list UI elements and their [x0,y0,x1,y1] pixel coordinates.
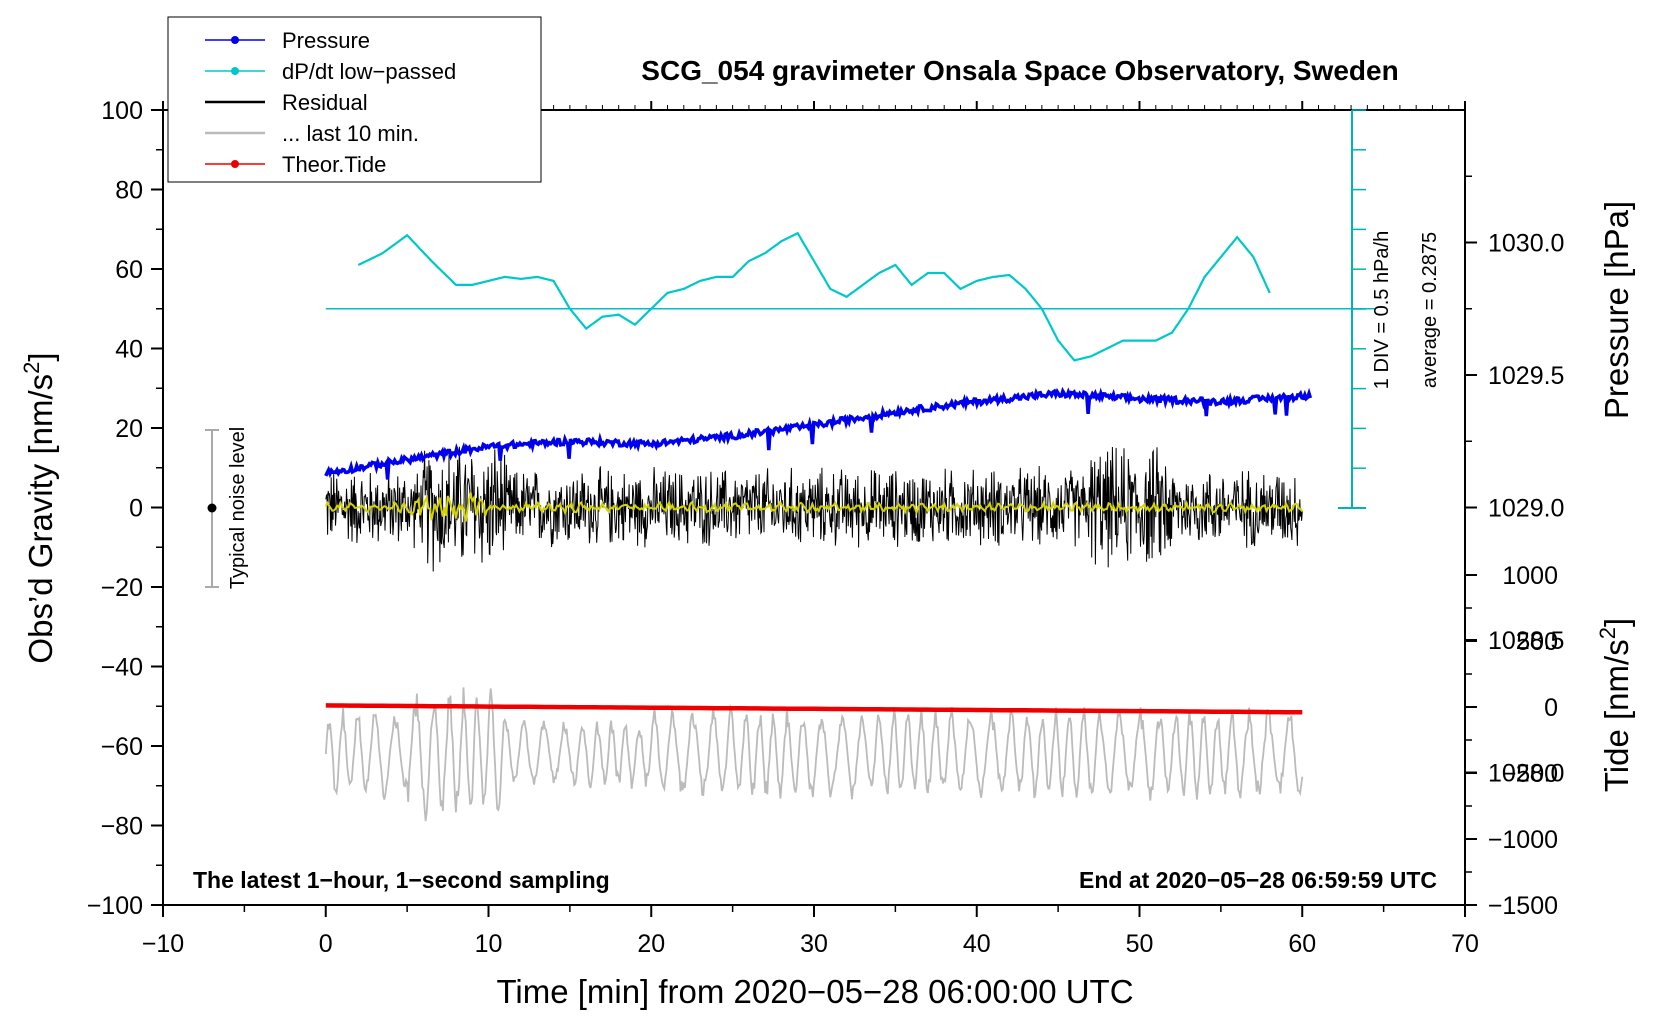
tide-tick-label: −1500 [1488,892,1558,920]
chart-title: SCG_054 gravimeter Onsala Space Observat… [641,55,1398,86]
tide-tick-label: −1000 [1488,826,1558,854]
tide-tick-label: 500 [1516,628,1558,656]
x-tick-label: 10 [475,930,503,958]
x-tick-label: 20 [637,930,665,958]
legend-marker [231,67,239,75]
y-tick-label: −20 [101,574,143,602]
legend: Pressure dP/dt low−passed Residual ... last… [167,16,542,183]
legend-marker [231,36,239,44]
x-tick-label: 30 [800,930,828,958]
latest-hour-note: The latest 1−hour, 1−second sampling [193,867,610,893]
y-axis-title: Obs’d Gravity [nm/s2] [19,352,59,663]
y-tick-label: 0 [129,495,143,523]
legend-marker [231,160,239,168]
theor-tide-series [325,703,1303,715]
pressure-line [324,386,1313,480]
y-tick-label: 60 [115,256,143,284]
residual-line [325,446,1303,572]
pressure-tick-label: 1029.5 [1488,362,1564,390]
legend-label: Pressure [282,28,370,53]
legend-label: Theor.Tide [282,152,386,177]
theor-tide-line [325,703,1303,715]
dpdt-average-label: average = 0.2875 [1419,232,1441,388]
x-tick-label: 40 [963,930,991,958]
y-tick-label: −40 [101,654,143,682]
tide-tick-label: −500 [1502,760,1558,788]
residual-smoothed-line [324,490,1304,522]
pressure-tick-label: 1028.0 [1488,760,1564,788]
y-tick-label: 100 [101,97,143,125]
x-tick-label: 60 [1288,930,1316,958]
x-tick-label: 50 [1126,930,1154,958]
tick-labels: −10 0 10 20 30 40 50 60 70−100−80−60−40−20020406… [87,97,1565,958]
y-tick-label: −80 [101,813,143,841]
legend-label: dP/dt low−passed [282,59,456,84]
y-tick-label: −60 [101,733,143,761]
pressure-tick-label: 1028.5 [1488,627,1564,655]
x-tick-label: 0 [319,930,333,958]
pressure-axis-title: Pressure [hPa] [1598,201,1635,419]
y-tick-label: 20 [115,415,143,443]
end-time-note: End at 2020−05−28 06:59:59 UTC [1079,867,1437,893]
noise-level-indicator [205,429,219,588]
tide-tick-label: 1000 [1502,562,1558,590]
y-tick-label: −100 [87,892,143,920]
x-tick-label: −10 [142,930,184,958]
x-tick-label: 70 [1451,930,1479,958]
x-axis-title: Time [min] from 2020−05−28 06:00:00 UTC [496,973,1133,1010]
last-10-min-line [324,687,1304,822]
residual-series [325,446,1303,572]
y-tick-label: 40 [115,336,143,364]
tide-tick-label: 0 [1544,694,1558,722]
pressure-tick-label: 1030.0 [1488,230,1564,258]
dpdt-scale-bar [1338,109,1366,509]
dpdt-division-label: 1 DIV = 0.5 hPa/h [1371,231,1393,389]
y-tick-label: 80 [115,177,143,205]
legend-box [167,16,542,183]
legend-label: Residual [282,90,368,115]
pressure-tick-label: 1029.0 [1488,495,1564,523]
pressure-series [324,386,1313,480]
dpdt-series [325,231,1375,362]
legend-label: ... last 10 min. [282,121,419,146]
dpdt-line [357,231,1271,362]
tick-marks [151,101,1477,917]
noise-level-label: Typical noise level [227,427,249,589]
last-10-min-series [324,687,1304,822]
tide-axis-title: Tide [nm/s2] [1595,618,1635,792]
residual-smoothed-series [324,490,1304,522]
